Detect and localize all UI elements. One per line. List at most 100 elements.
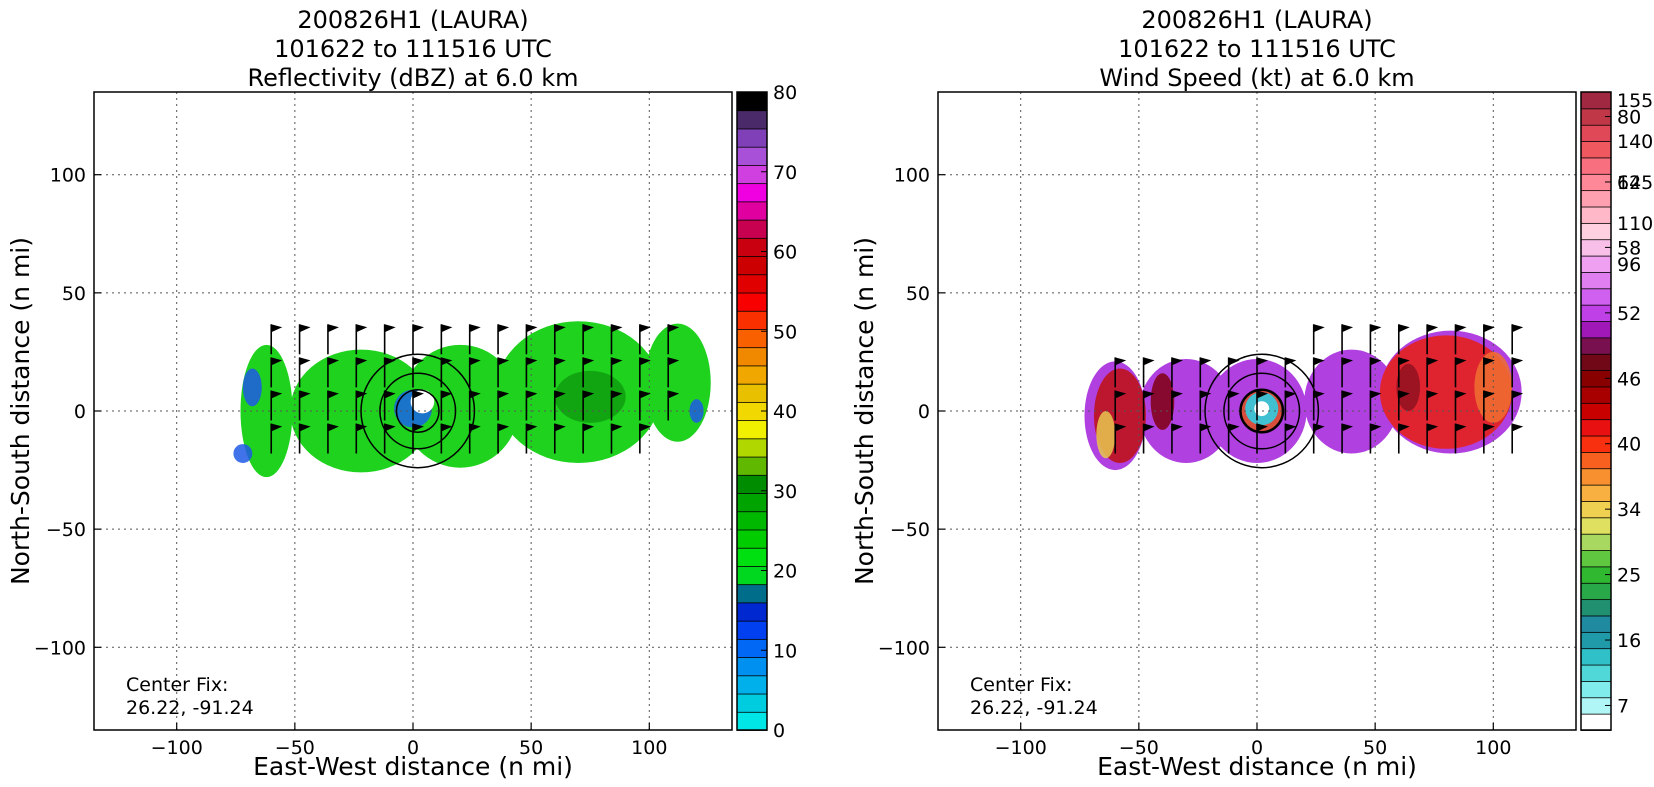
barb-flag (1455, 357, 1467, 366)
colorbar-tick-label: 7 (1617, 695, 1629, 717)
colorbar-segment (736, 328, 768, 349)
colorbar-tick-label: 34 (1617, 499, 1641, 521)
wind-barb (1369, 423, 1382, 454)
barb-flag (1427, 357, 1439, 366)
barb-flag (271, 357, 283, 366)
wind-barb (1114, 390, 1127, 421)
x-tick-label: −50 (1119, 737, 1159, 759)
barb-flag (413, 423, 424, 432)
wind-barb (1511, 423, 1524, 454)
barb-flag (639, 357, 651, 366)
wind-barb (270, 357, 283, 388)
barb-flag (526, 423, 538, 432)
wind-barb (1227, 357, 1240, 388)
colorbar-tick-label: 25 (1617, 565, 1641, 587)
barb-flag (1370, 390, 1382, 399)
barb-flag (1257, 357, 1268, 366)
colorbar-segment (736, 547, 768, 567)
wind-barb (1284, 357, 1297, 388)
y-tick-label: −50 (890, 519, 930, 541)
barb-flag (1427, 324, 1439, 333)
barb-flag (1342, 390, 1354, 399)
barb-flag (1342, 324, 1354, 333)
wind-barb (1312, 390, 1325, 421)
colorbar-tick-label: 125 (1617, 172, 1653, 194)
barb-flag (441, 423, 453, 432)
wind-barb (667, 390, 680, 421)
barb-flag (611, 357, 623, 366)
barb-flag (554, 324, 566, 333)
barb-flag (1171, 390, 1183, 399)
eyewall-rings (360, 353, 476, 469)
colorbar-segment (1580, 533, 1612, 551)
barb-flag (583, 324, 595, 333)
wind-barbs (1114, 324, 1524, 454)
colorbar-segment (736, 219, 768, 239)
barb-flag (271, 390, 283, 399)
wind-barb (497, 357, 510, 388)
barb-flag (1143, 423, 1155, 432)
wind-barb (525, 423, 538, 454)
wind-barb (1256, 390, 1268, 421)
x-tick-label: −100 (151, 737, 203, 759)
barb-flag (668, 357, 680, 366)
wind-barb (1142, 423, 1155, 454)
barb-flag (526, 390, 538, 399)
wind-barb (1341, 357, 1354, 388)
colorbar-segment (736, 200, 768, 221)
barb-flag (498, 423, 510, 432)
field-patch (242, 368, 262, 407)
colorbar-tick-label: 16 (1617, 630, 1641, 652)
colorbar-tick-label: 64 (1617, 172, 1641, 194)
y-tick-label: 100 (894, 165, 930, 187)
wind-barb (468, 324, 481, 355)
colorbar-segment (736, 711, 768, 731)
eyewall-ring (395, 388, 440, 434)
center-fix-label: Center Fix: (970, 674, 1072, 696)
colorbar-segment (1580, 386, 1612, 404)
colorbar-segment (736, 492, 768, 513)
barb-flag (469, 390, 481, 399)
colorbar-segment (736, 255, 768, 276)
colorbar-tick-label: 40 (1617, 434, 1641, 456)
colorbar-segment (736, 128, 768, 148)
wind-barb (468, 357, 481, 388)
barb-flag (1455, 423, 1467, 432)
wind-barb (525, 390, 538, 421)
reflectivity-panel: 200826H1 (LAURA) 101622 to 111516 UTC Re… (6, 6, 797, 781)
colorbar-segment (1580, 680, 1612, 699)
barb-flag (299, 357, 311, 366)
y-tick-label: 0 (74, 401, 86, 423)
colorbar-frame (1580, 91, 1612, 731)
y-tick-label: 50 (906, 283, 930, 305)
wind-barb (582, 390, 595, 421)
barb-flag (526, 357, 538, 366)
barb-flag (441, 390, 453, 399)
wind-barb (1284, 390, 1297, 421)
barb-flag (413, 324, 424, 333)
colorbar-segment (1580, 124, 1612, 142)
wind-barb (1483, 357, 1495, 388)
wind-barb (639, 423, 651, 454)
colorbar-segment (1580, 402, 1612, 421)
wind-barb (1199, 423, 1212, 454)
x-tick-label: −100 (995, 737, 1047, 759)
colorbar-tick-label: 140 (1617, 131, 1653, 153)
barb-flag (299, 324, 311, 333)
wind-barb (1369, 357, 1382, 388)
barb-flag (327, 324, 339, 333)
wind-barb (468, 390, 481, 421)
y-tick-label: 0 (918, 401, 930, 423)
wind-barb (1142, 390, 1155, 421)
wind-barb (1426, 324, 1439, 355)
x-axis-label: East-West distance (n mi) (1097, 752, 1417, 781)
eyewall-ring (1239, 388, 1285, 434)
wind-barb (1256, 423, 1268, 454)
panel-title-line-1: 200826H1 (LAURA) (1141, 6, 1372, 34)
barb-flag (1398, 390, 1410, 399)
wind-barb (497, 423, 510, 454)
barb-flag (1313, 357, 1325, 366)
wind-barb (1397, 390, 1410, 421)
wind-barb (270, 423, 283, 454)
colorbar-segment (736, 656, 768, 677)
